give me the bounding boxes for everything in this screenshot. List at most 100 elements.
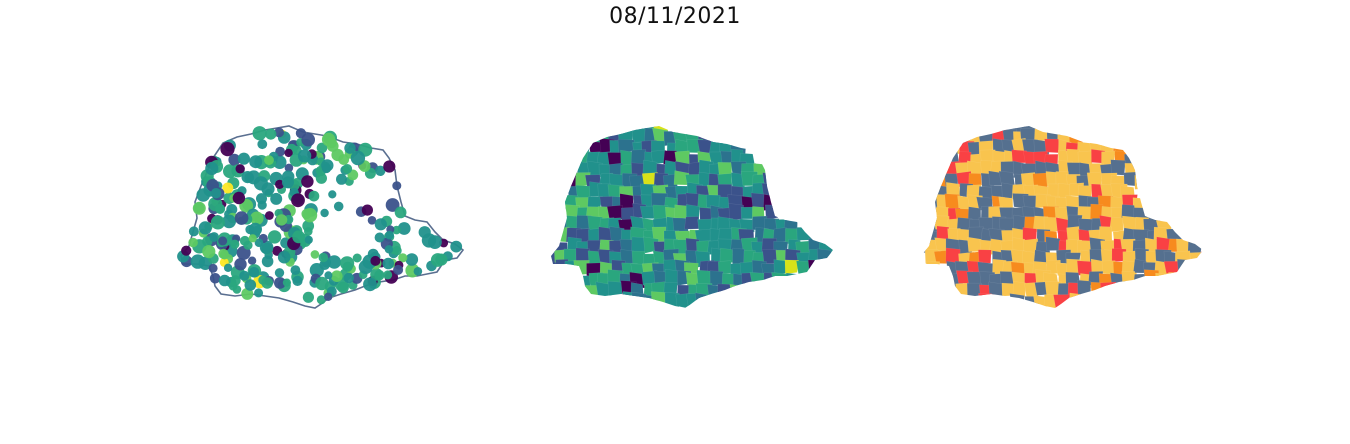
municipality-point [316,295,326,305]
municipality-point [222,214,236,229]
point-map [177,125,465,309]
municipality-point [230,239,240,249]
municipality-point [342,164,353,174]
municipality-point [308,190,320,202]
municipality-point [234,211,249,225]
municipality-point [210,188,222,199]
municipality-point [302,291,314,303]
choropleth-map-panel [535,110,855,330]
municipality-region [925,260,941,277]
municipality-region [785,272,801,288]
municipality-point [190,254,205,269]
municipality-region [1100,281,1117,297]
municipality-point [328,190,337,199]
municipality-point [277,250,291,264]
municipality-point [344,142,356,154]
municipality-point [241,287,254,300]
municipality-region [1200,251,1203,267]
municipality-region [732,247,746,265]
municipality-point [188,237,198,248]
municipality-point [248,267,260,278]
municipality-point [220,142,235,157]
municipality-region [1134,175,1149,190]
municipality-point [230,275,241,286]
municipality-point [384,245,394,254]
municipality-region [606,204,623,220]
municipality-region [978,249,992,264]
municipality-point [418,226,431,239]
municipality-region [1077,279,1092,297]
municipality-point [397,222,411,235]
municipality-point [428,235,442,249]
municipality-point [253,176,268,191]
municipality-point [265,211,274,220]
municipality-region [694,292,711,308]
municipality-point [249,155,263,169]
municipality-point [222,182,234,194]
municipality-point [248,222,262,236]
municipality-point [304,235,313,244]
municipality-point [374,270,385,281]
municipality-point [326,140,339,152]
municipality-point [343,272,354,284]
municipality-point [324,292,333,301]
municipality-point [192,201,206,215]
municipality-point [340,256,355,271]
municipality-point [284,163,294,173]
municipality-point [209,232,219,242]
municipality-point [363,277,377,292]
municipality-point [385,198,400,212]
municipality-region [1121,271,1136,285]
municipality-point [367,216,377,225]
choropleth-map [551,126,833,308]
municipality-regions [551,126,833,308]
municipality-point [374,218,387,231]
municipality-region [1069,292,1084,308]
municipality-point [218,236,228,246]
municipality-point [275,214,288,226]
municipality-region [1044,138,1061,154]
municipality-point [232,285,242,294]
municipality-point [209,273,221,284]
municipality-point [331,148,344,162]
municipality-region [764,204,780,221]
municipality-region [968,173,983,187]
municipality-point [292,275,303,286]
municipality-point [375,165,386,176]
municipality-point [374,232,385,243]
municipality-point [215,204,226,214]
municipality-point [291,193,305,208]
municipality-point [226,204,238,215]
municipality-region [642,159,658,175]
municipality-point [318,252,329,263]
municipality-region [1168,271,1182,287]
municipality-point [336,173,347,185]
municipality-point [292,230,305,244]
figure-title: 08/11/2021 [609,4,741,29]
municipality-point [413,267,423,276]
municipality-region [1053,294,1071,308]
municipality-point [274,277,286,289]
municipality-point [450,240,463,253]
municipality-point [202,245,216,259]
municipality-region [807,259,823,276]
municipality-point [301,132,315,147]
municipality-point [267,230,282,244]
municipality-region [1189,251,1203,267]
municipality-point [316,142,328,154]
municipality-point [235,164,245,174]
municipality-point [392,246,402,256]
municipality-point [405,253,419,266]
municipality-point [237,152,250,165]
municipality-point [315,276,329,291]
municipality-point [361,204,373,216]
point-map-panel [165,110,485,330]
municipality-point [181,245,192,256]
municipality-point [205,161,219,176]
municipality-region [978,293,994,308]
municipality-point [208,263,218,273]
municipality-point [370,255,381,266]
municipality-point [254,238,264,247]
municipality-point [302,208,318,223]
municipality-region [1176,258,1193,276]
